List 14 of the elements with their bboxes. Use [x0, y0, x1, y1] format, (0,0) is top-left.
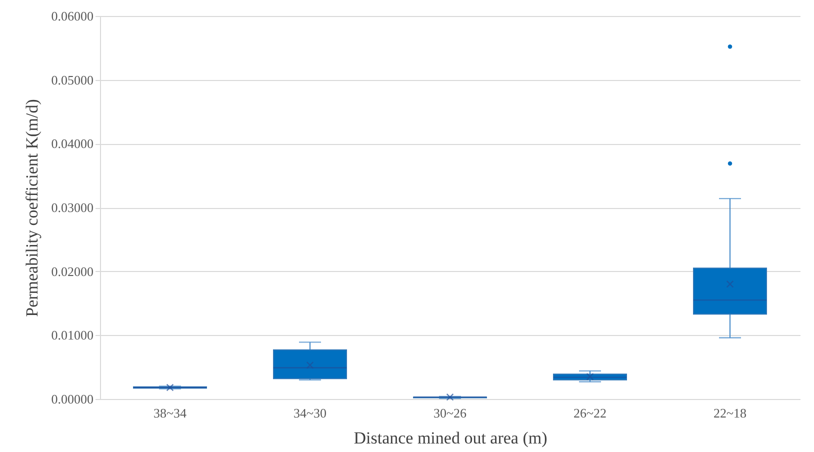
y-tick-label: 0.04000	[51, 136, 94, 152]
x-tick-label: 30~26	[433, 406, 468, 420]
y-tick-label: 0.05000	[51, 72, 94, 88]
y-tick-label: 0.01000	[51, 328, 94, 343]
y-tick-label: 0.02000	[51, 264, 94, 279]
x-tick-label: 22~18	[713, 406, 747, 420]
x-tick-label: 26~22	[573, 406, 607, 420]
y-tick-label: 0.06000	[51, 8, 94, 24]
y-tick-label: 0.03000	[51, 200, 94, 215]
x-axis-title: Distance mined out area (m)	[354, 428, 548, 448]
y-tick-label: 0.00000	[51, 392, 94, 406]
x-tick-label: 34~30	[293, 406, 327, 420]
y-axis-title: Permeability coefficient K(m/d)	[22, 99, 42, 317]
x-tick-label: 38~34	[153, 406, 188, 420]
